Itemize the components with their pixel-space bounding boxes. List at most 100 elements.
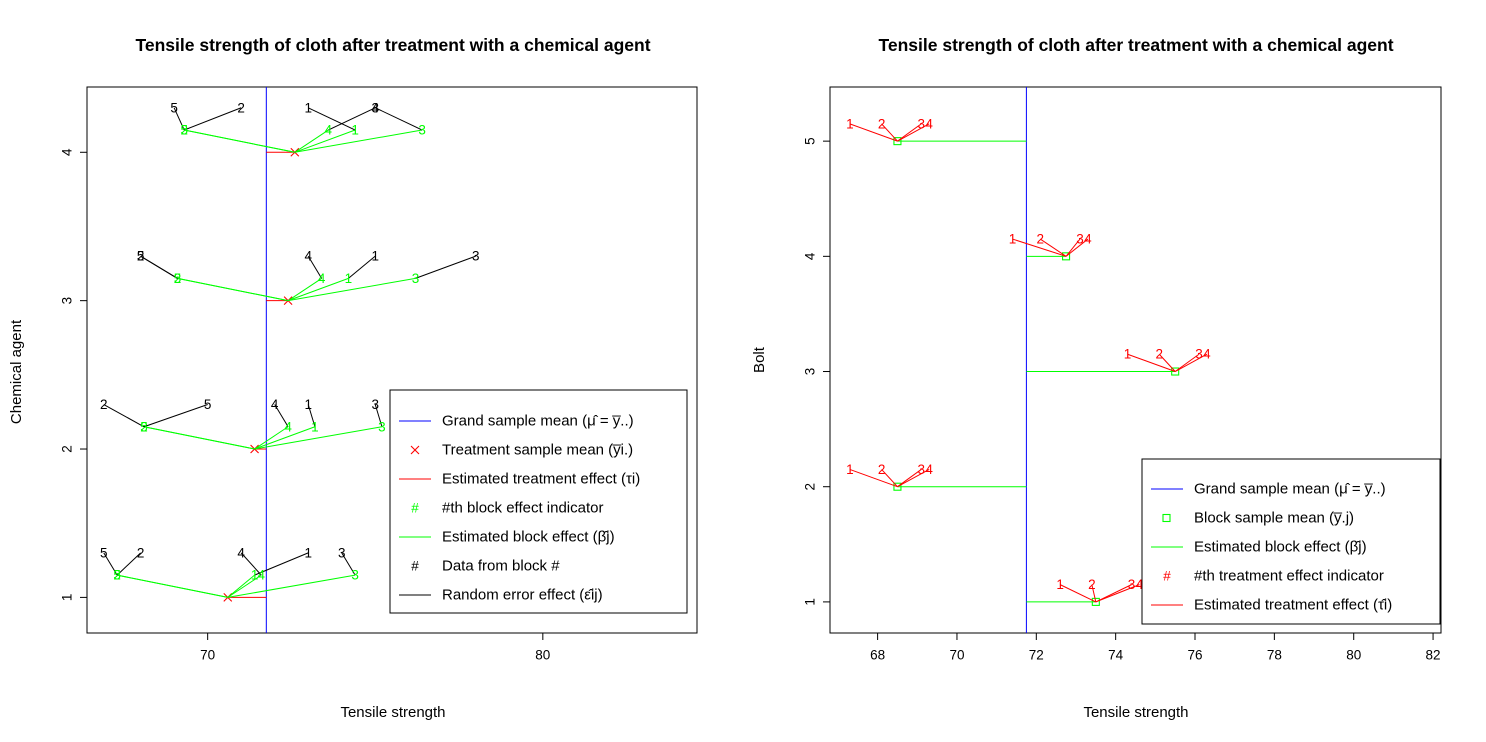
x-tick-label: 72 bbox=[1029, 648, 1044, 663]
treatment-effect-line bbox=[1091, 584, 1097, 603]
block-effect-line bbox=[254, 426, 383, 450]
random-error-line bbox=[274, 404, 289, 428]
block-mean-marker bbox=[1062, 252, 1071, 261]
data-block-label: 5 bbox=[137, 249, 145, 264]
data-block-label: 4 bbox=[271, 397, 279, 412]
legend-entry-label: Grand sample mean (μ̂ = y̅..) bbox=[442, 413, 634, 430]
treatment-effect-line bbox=[1040, 238, 1067, 257]
treatment-effect-line bbox=[881, 123, 898, 142]
random-error-line bbox=[328, 107, 376, 131]
treatment-effect-line bbox=[881, 469, 898, 488]
block-effect-line bbox=[227, 574, 255, 598]
treatment-effect-label: 2 bbox=[1037, 232, 1045, 247]
data-block-label: 2 bbox=[100, 397, 108, 412]
data-block-label: 4 bbox=[304, 249, 312, 264]
block-effect-label: 1 bbox=[345, 271, 353, 286]
data-block-label: 2 bbox=[137, 249, 145, 264]
block-effect-label: 3 bbox=[418, 123, 426, 138]
treatment-effect-label: 4 bbox=[1136, 577, 1144, 592]
treatment-effect-line bbox=[1127, 353, 1176, 372]
right-legend-box bbox=[1141, 458, 1441, 625]
block-mean-marker bbox=[1091, 597, 1100, 606]
treatment-effect-line bbox=[897, 123, 922, 142]
treatment-effect-label: 1 bbox=[1056, 577, 1064, 592]
treatment-effect-label: 3 bbox=[1128, 577, 1136, 592]
left-plot-area: 7080123411223344551122334455112233445511… bbox=[60, 86, 698, 663]
block-effect-label: 3 bbox=[351, 568, 359, 583]
y-tick-label: 1 bbox=[60, 594, 75, 602]
x-tick-label: 80 bbox=[535, 648, 550, 663]
block-effect-label: 1 bbox=[351, 123, 359, 138]
treatment-effect-line bbox=[1174, 353, 1208, 372]
block-effect-label: 4 bbox=[325, 123, 333, 138]
legend-square-swatch bbox=[1162, 513, 1171, 523]
right-chart-title: Tensile strength of cloth after treatmen… bbox=[878, 35, 1393, 55]
legend-entry-label: Estimated treatment effect (τ̂i) bbox=[1194, 597, 1392, 614]
treatment-effect-label: 4 bbox=[1084, 232, 1092, 247]
random-error-line bbox=[415, 255, 476, 279]
legend-entry-label: #th block effect indicator bbox=[442, 500, 603, 517]
x-tick-label: 68 bbox=[870, 648, 885, 663]
data-block-label: 5 bbox=[170, 100, 178, 115]
data-block-label: 1 bbox=[371, 249, 379, 264]
random-error-line bbox=[375, 107, 423, 131]
treatment-effect-label: 2 bbox=[878, 116, 886, 131]
right-y-axis-label: Bolt bbox=[751, 346, 768, 373]
block-mean-marker bbox=[893, 482, 902, 491]
random-error-line bbox=[307, 107, 356, 131]
data-block-label: 3 bbox=[472, 249, 480, 264]
data-block-label: 4 bbox=[237, 545, 245, 560]
block-effect-label: 1 bbox=[251, 568, 259, 583]
x-tick-label: 70 bbox=[949, 648, 964, 663]
random-error-line bbox=[103, 404, 145, 428]
legend-entry-label: #th treatment effect indicator bbox=[1194, 568, 1384, 585]
data-block-label: 4 bbox=[371, 100, 379, 115]
treatment-effect-line bbox=[897, 123, 930, 142]
x-tick-label: 70 bbox=[200, 648, 215, 663]
treatment-effect-line bbox=[1065, 238, 1089, 257]
y-tick-label: 1 bbox=[803, 598, 818, 606]
y-tick-label: 3 bbox=[803, 368, 818, 376]
y-tick-label: 2 bbox=[803, 483, 818, 491]
data-block-label: 5 bbox=[204, 397, 212, 412]
right-plot-frame bbox=[829, 86, 1442, 634]
legend-hash-swatch: # bbox=[411, 559, 419, 574]
data-block-label: 1 bbox=[304, 397, 312, 412]
block-effect-label: 5 bbox=[174, 271, 182, 286]
data-block-label: 2 bbox=[137, 545, 145, 560]
block-effect-line bbox=[288, 277, 416, 302]
random-error-line bbox=[374, 404, 383, 427]
legend-entry-label: Estimated treatment effect (τi) bbox=[442, 471, 640, 488]
legend-entry-label: Block sample mean (y̅.j) bbox=[1194, 510, 1354, 527]
right-panel: Tensile strength of cloth after treatmen… bbox=[751, 35, 1442, 721]
right-x-axis-label: Tensile strength bbox=[1083, 704, 1188, 721]
legend-x-swatch bbox=[410, 445, 420, 455]
legend-entry-label: Estimated block effect (β̂j) bbox=[1194, 539, 1367, 556]
block-effect-line bbox=[254, 426, 289, 450]
left-chart-title: Tensile strength of cloth after treatmen… bbox=[135, 35, 650, 55]
legend-entry-label: Random error effect (ε̂ij) bbox=[442, 587, 603, 604]
treatment-effect-label: 3 bbox=[917, 116, 925, 131]
x-tick-label: 82 bbox=[1426, 648, 1441, 663]
left-panel: Tensile strength of cloth after treatmen… bbox=[8, 35, 698, 721]
block-effect-line bbox=[287, 277, 322, 302]
x-tick-label: 78 bbox=[1267, 648, 1282, 663]
x-tick-label: 76 bbox=[1187, 648, 1202, 663]
block-effect-label: 3 bbox=[412, 271, 420, 286]
y-tick-label: 2 bbox=[60, 445, 75, 453]
left-legend-box bbox=[389, 389, 688, 614]
treatment-effect-label: 1 bbox=[1009, 232, 1017, 247]
random-error-line bbox=[143, 404, 208, 428]
block-effect-label: 5 bbox=[113, 568, 121, 583]
legend-hash-swatch: # bbox=[411, 501, 419, 516]
treatment-effect-label: 3 bbox=[917, 462, 925, 477]
y-tick-label: 4 bbox=[803, 252, 818, 260]
block-effect-line bbox=[184, 129, 295, 153]
treatment-effect-line bbox=[849, 123, 898, 142]
treatment-effect-line bbox=[1065, 238, 1081, 257]
treatment-effect-line bbox=[1012, 238, 1067, 257]
treatment-effect-label: 4 bbox=[925, 462, 933, 477]
random-error-line bbox=[254, 552, 309, 576]
data-block-label: 3 bbox=[371, 397, 379, 412]
